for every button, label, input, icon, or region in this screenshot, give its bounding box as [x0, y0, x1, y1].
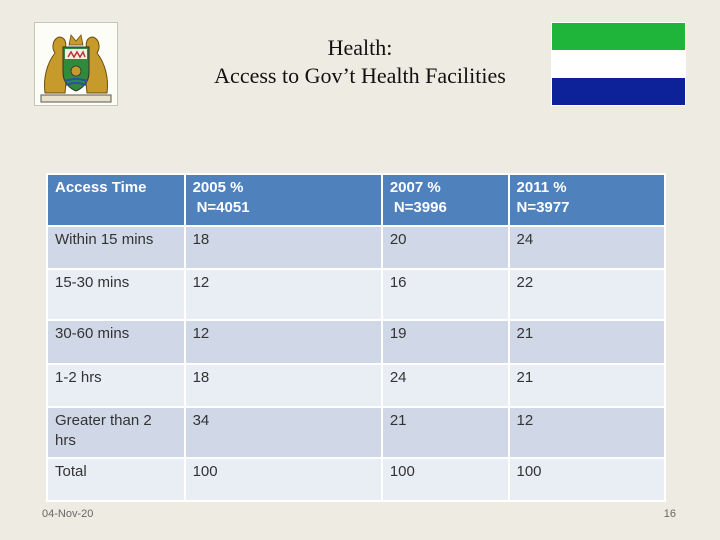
header-sample-size: N=4051 — [196, 199, 250, 216]
header-sample-size: N=3977 — [516, 199, 570, 216]
table-cell: 12 — [183, 268, 383, 321]
header-label: 2011 % — [516, 179, 567, 196]
table-cell: 21 — [380, 406, 510, 459]
coat-of-arms-icon — [34, 22, 118, 106]
table-cell: 20 — [380, 225, 510, 270]
table-row: Greater than 2 hrs 34 21 12 — [46, 406, 666, 459]
table-row: Total 100 100 100 — [46, 457, 666, 502]
table-cell: 24 — [507, 225, 666, 270]
table-cell: 12 — [183, 319, 383, 365]
table-cell: 19 — [380, 319, 510, 365]
flag-stripe-blue — [552, 77, 685, 105]
table-cell: Greater than 2 hrs — [46, 406, 186, 459]
header-access-time: Access Time — [46, 173, 186, 227]
header-label: Access Time — [55, 179, 147, 196]
table-cell: 34 — [183, 406, 383, 459]
header-sample-size: N=3996 — [393, 199, 447, 216]
header-label: 2005 % — [192, 179, 244, 196]
table-cell: 100 — [380, 457, 510, 502]
table-cell: 24 — [380, 363, 510, 408]
table-cell: 12 — [507, 406, 666, 459]
table-cell: 22 — [507, 268, 666, 321]
page-number: 16 — [663, 508, 676, 520]
table-cell: 21 — [507, 363, 666, 408]
footer-date: 04-Nov-20 — [42, 508, 94, 520]
table-row: 1-2 hrs 18 24 21 — [46, 363, 666, 408]
table-cell: Total — [46, 457, 186, 502]
table-cell: 21 — [507, 319, 666, 365]
table-cell: 18 — [183, 225, 383, 270]
access-time-table: Access Time 2005 % N=4051 2007 % N=3996 … — [46, 173, 666, 502]
sierra-leone-flag-icon — [551, 22, 686, 106]
table-row: Within 15 mins 18 20 24 — [46, 225, 666, 270]
table-row: 30-60 mins 12 19 21 — [46, 319, 666, 365]
table-cell: 15-30 mins — [46, 268, 186, 321]
slide-title: Health: Access to Gov’t Health Facilitie… — [150, 34, 570, 90]
table-cell: Within 15 mins — [46, 225, 186, 270]
table-cell: 1-2 hrs — [46, 363, 186, 408]
table-cell: 16 — [380, 268, 510, 321]
flag-stripe-white — [552, 50, 685, 78]
header-2005: 2005 % N=4051 — [183, 173, 383, 227]
table-cell: 18 — [183, 363, 383, 408]
table-row: 15-30 mins 12 16 22 — [46, 268, 666, 321]
title-line-1: Health: — [327, 35, 393, 60]
header-label: 2007 % — [389, 179, 441, 196]
table-header-row: Access Time 2005 % N=4051 2007 % N=3996 … — [46, 173, 666, 227]
table-cell: 100 — [183, 457, 383, 502]
table-cell: 30-60 mins — [46, 319, 186, 365]
header-2011: 2011 % N=3977 — [507, 173, 666, 227]
header-2007: 2007 % N=3996 — [380, 173, 510, 227]
flag-stripe-green — [552, 23, 685, 51]
table-cell: 100 — [507, 457, 666, 502]
title-line-2: Access to Gov’t Health Facilities — [214, 63, 506, 88]
